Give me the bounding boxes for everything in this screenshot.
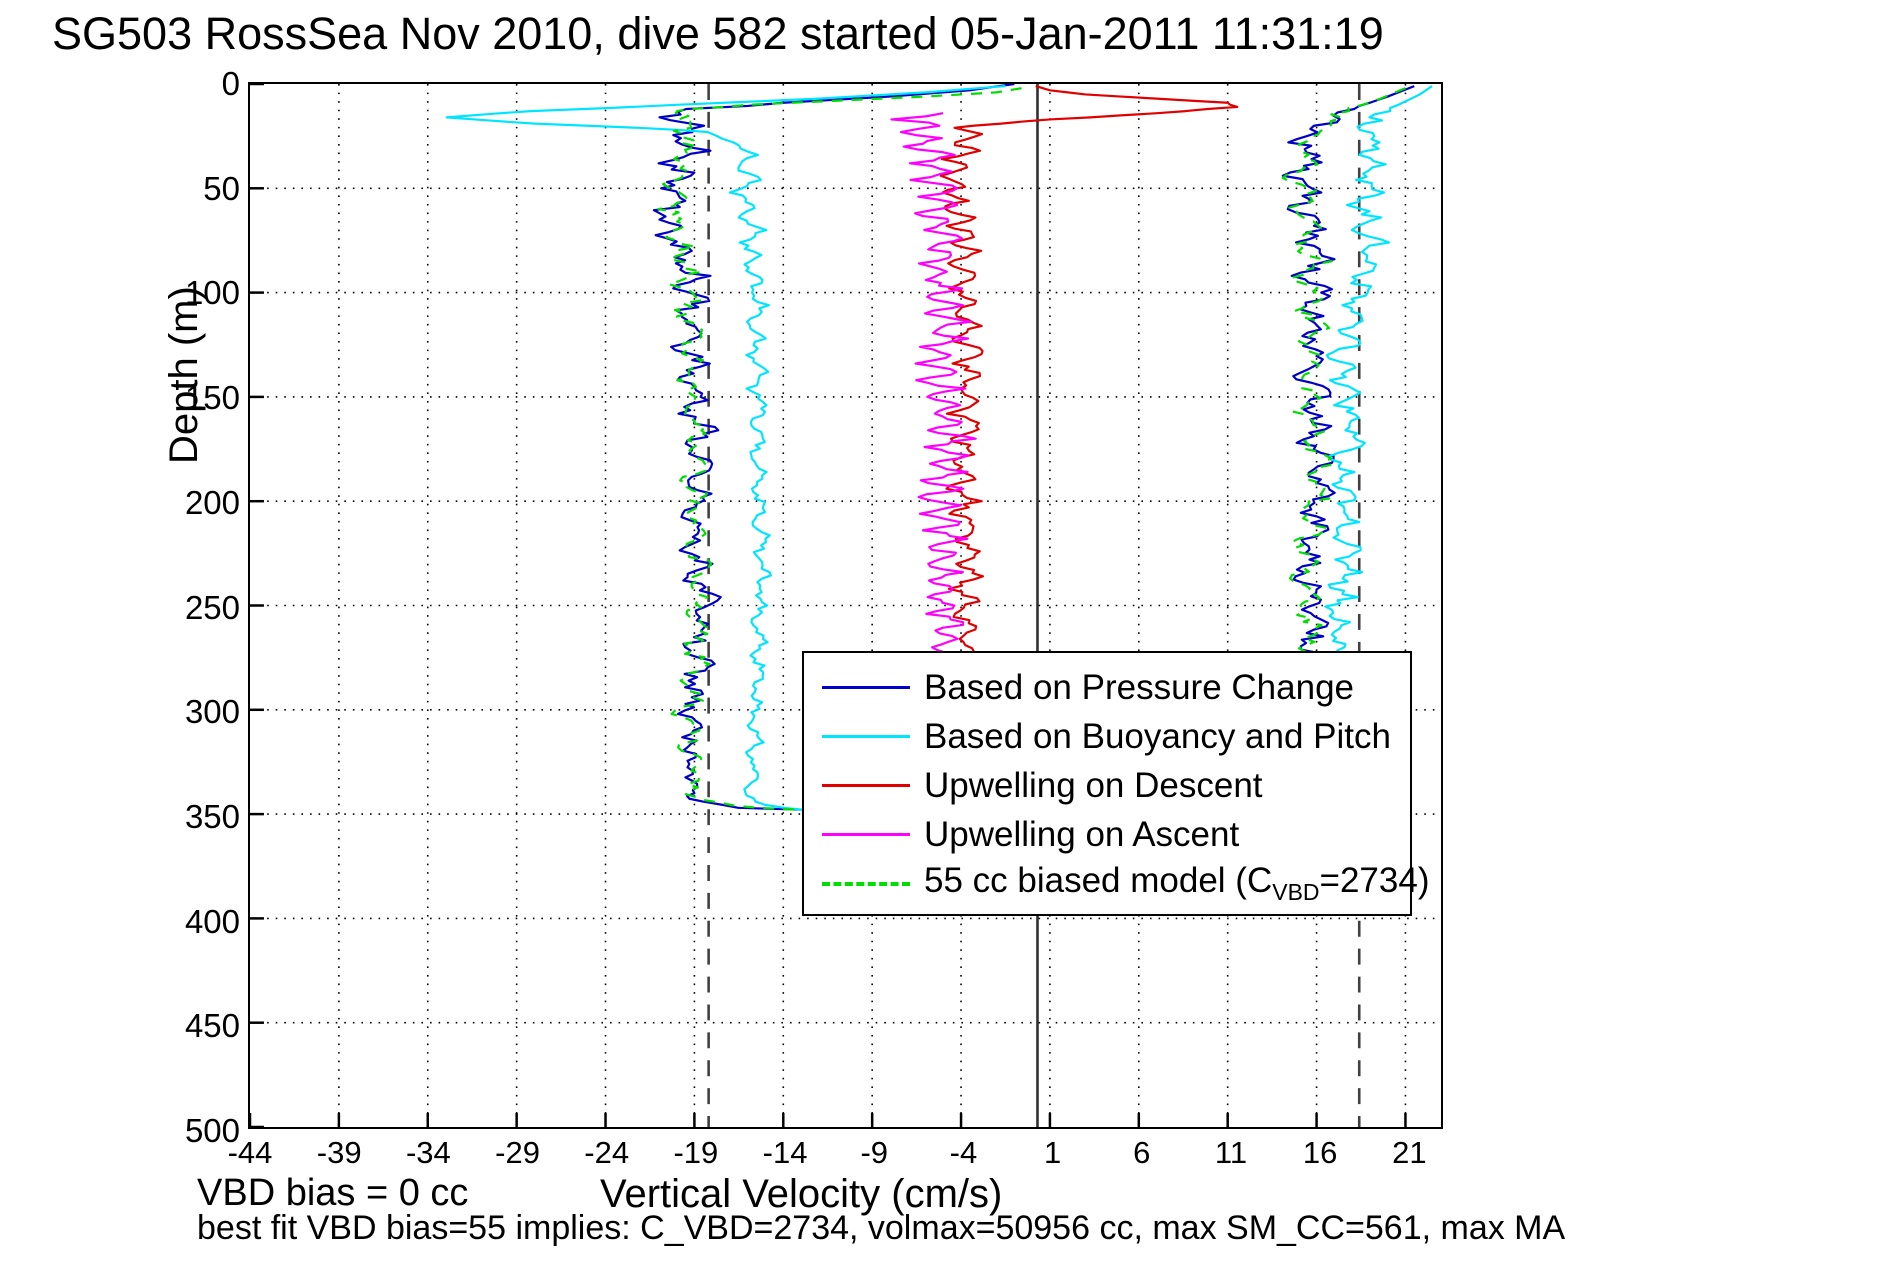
legend-item[interactable]: Upwelling on Descent xyxy=(804,761,1410,810)
legend-line-swatch xyxy=(822,686,910,689)
x-tick-label: -24 xyxy=(584,1135,630,1170)
x-tick-label: -39 xyxy=(316,1135,362,1170)
y-tick-label: 500 xyxy=(184,1112,240,1149)
x-tick-label: -34 xyxy=(405,1135,451,1170)
x-tick-label: -4 xyxy=(949,1135,978,1170)
legend-item[interactable]: Based on Pressure Change xyxy=(804,663,1410,712)
legend-subscript: VBD xyxy=(1272,879,1320,905)
figure-title: SG503 RossSea Nov 2010, dive 582 started… xyxy=(52,8,1384,59)
y-tick-label: 50 xyxy=(203,169,240,207)
x-tick-label: -19 xyxy=(673,1135,719,1170)
legend-item-label: Based on Pressure Change xyxy=(924,668,1354,707)
data-series-line xyxy=(445,84,1006,814)
legend-item-label: 55 cc biased model (CVBD=2734) xyxy=(924,861,1430,905)
legend-item-label: Upwelling on Descent xyxy=(924,766,1263,805)
legend-item[interactable]: Based on Buoyancy and Pitch xyxy=(804,712,1410,761)
plot-area: Depth (m) 0 50 100 150 200 250 300 350 400 450 500… xyxy=(162,65,1443,1170)
legend-item[interactable]: 55 cc biased model (CVBD=2734) xyxy=(804,859,1430,908)
y-tick-label: 300 xyxy=(184,693,240,731)
x-axis-label: Vertical Velocity (cm/s) xyxy=(600,1172,1003,1216)
y-tick-label: 450 xyxy=(184,1007,240,1045)
x-tick-label: 21 xyxy=(1392,1135,1427,1170)
y-tick-label: 0 xyxy=(221,65,240,102)
legend-item-label: Based on Buoyancy and Pitch xyxy=(924,717,1391,756)
x-tick-label: 1 xyxy=(1043,1135,1062,1170)
x-tick-label: -9 xyxy=(860,1135,889,1170)
y-tick-label: 150 xyxy=(184,379,240,417)
y-tick-label: 200 xyxy=(184,483,240,521)
chart-legend: Based on Pressure Change Based on Buoyanc… xyxy=(802,651,1430,916)
legend-line-swatch xyxy=(822,784,910,787)
x-tick-label: 16 xyxy=(1302,1135,1338,1170)
x-tick-label: 11 xyxy=(1214,1135,1248,1170)
y-tick-label: 350 xyxy=(184,797,240,835)
legend-item[interactable]: Upwelling on Ascent xyxy=(804,810,1410,859)
y-tick-label: 400 xyxy=(184,902,240,940)
data-series-line xyxy=(657,87,1022,814)
legend-line-swatch xyxy=(822,833,910,836)
x-tick-label: -29 xyxy=(495,1135,540,1170)
legend-line-swatch xyxy=(822,881,910,886)
legend-item-label: Upwelling on Ascent xyxy=(924,815,1240,854)
chart-canvas xyxy=(250,84,1441,1127)
legend-line-swatch xyxy=(822,735,910,738)
y-axis-label: Depth (m) xyxy=(162,286,206,464)
x-tick-label: 6 xyxy=(1133,1135,1151,1170)
vbd-bias-note: VBD bias = 0 cc xyxy=(197,1172,469,1214)
x-tick-label: -44 xyxy=(227,1135,273,1170)
y-tick-label: 250 xyxy=(184,588,240,626)
best-fit-note: best fit VBD bias=55 implies: C_VBD=2734… xyxy=(197,1209,1566,1247)
x-tick-label: -14 xyxy=(762,1135,808,1170)
y-tick-label: 100 xyxy=(184,274,240,312)
